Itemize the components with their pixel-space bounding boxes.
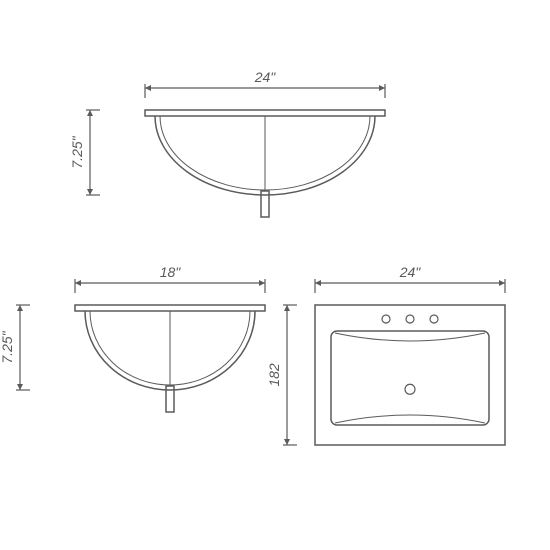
- drain-hole: [405, 384, 415, 394]
- bottom-left-profile-view-dim-depth-label: 7.25": [0, 330, 15, 363]
- top-profile-view-dim-width: [145, 84, 385, 98]
- top-profile-view: [145, 110, 385, 217]
- top-profile-view-dim-width-label: 24": [254, 69, 277, 85]
- plan-view-dim-height: [283, 305, 297, 445]
- plan-view-dim-width-label: 24": [399, 264, 422, 280]
- bottom-left-profile-view-dim-width-label: 18": [160, 264, 182, 280]
- plan-view-dim-width: [315, 279, 505, 293]
- bottom-left-profile-view-dim-width: [75, 279, 265, 293]
- plan-view: [315, 305, 505, 445]
- faucet-hole: [430, 315, 438, 323]
- faucet-hole: [406, 315, 414, 323]
- faucet-hole: [382, 315, 390, 323]
- bottom-left-profile-view-dim-depth: [16, 305, 30, 390]
- top-profile-view-dim-depth-label: 7.25": [69, 135, 85, 168]
- top-profile-view-dim-depth: [86, 110, 100, 195]
- bottom-left-profile-view: [75, 305, 265, 412]
- plan-view-dim-height-label: 182: [266, 363, 282, 387]
- technical-drawing: 24" 7.25" 18" 7.25" 24" 182: [0, 0, 550, 550]
